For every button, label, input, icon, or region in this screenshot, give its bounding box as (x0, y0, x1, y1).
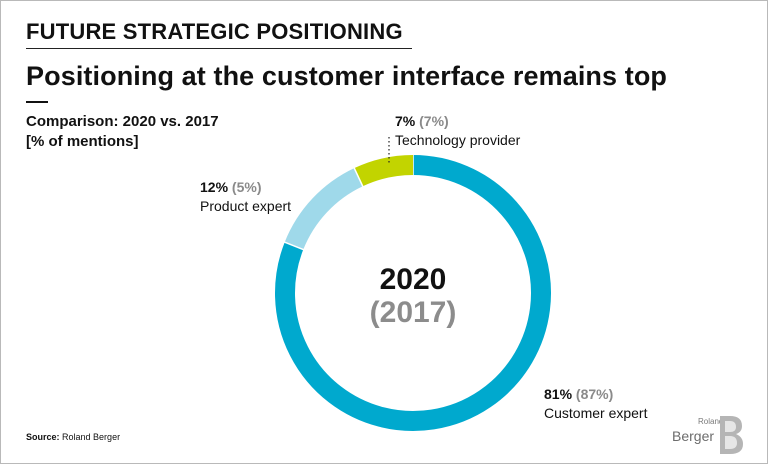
subtitle-comparison: Comparison: 2020 vs. 2017 (26, 113, 219, 130)
roland-berger-logo: Roland Berger (664, 414, 744, 454)
source-note: Source: Roland Berger (26, 432, 120, 442)
center-year-current: 2020 (379, 263, 447, 296)
donut-slice-customer-expert (275, 155, 551, 431)
headline: Positioning at the customer interface re… (26, 61, 668, 91)
label-technology-provider-name: Technology provider (395, 132, 521, 148)
label-customer-expert-value: 81% (544, 386, 573, 402)
label-customer-expert-previous: (87%) (575, 386, 614, 402)
source-value: Roland Berger (62, 432, 121, 442)
label-customer-expert: 81% (87%) Customer expert (544, 385, 647, 423)
center-year-previous: (2017) (369, 296, 457, 329)
label-product-expert: 12% (5%) Product expert (200, 178, 291, 216)
donut-slice-technology-provider (354, 155, 414, 187)
subtitle-unit: [% of mentions] (26, 133, 139, 150)
source-label: Source: (26, 432, 60, 442)
label-product-expert-value: 12% (200, 179, 229, 195)
slice-separator (283, 241, 305, 251)
section-title: FUTURE STRATEGIC POSITIONING (26, 19, 403, 44)
label-customer-expert-name: Customer expert (544, 405, 648, 421)
section-divider (26, 48, 412, 49)
label-technology-provider-value: 7% (395, 113, 416, 129)
accent-divider (26, 101, 48, 103)
logo-text-small: Roland (698, 417, 724, 426)
label-product-expert-previous: (5%) (231, 179, 262, 195)
logo-text-big: Berger (672, 428, 715, 444)
label-technology-provider-previous: (7%) (419, 113, 449, 129)
label-product-expert-name: Product expert (200, 198, 292, 214)
slice-separator (353, 166, 364, 188)
donut-slice-product-expert (284, 168, 363, 250)
label-technology-provider: 7% (7%) Technology provider (395, 112, 520, 150)
logo-b-mark (720, 416, 743, 454)
